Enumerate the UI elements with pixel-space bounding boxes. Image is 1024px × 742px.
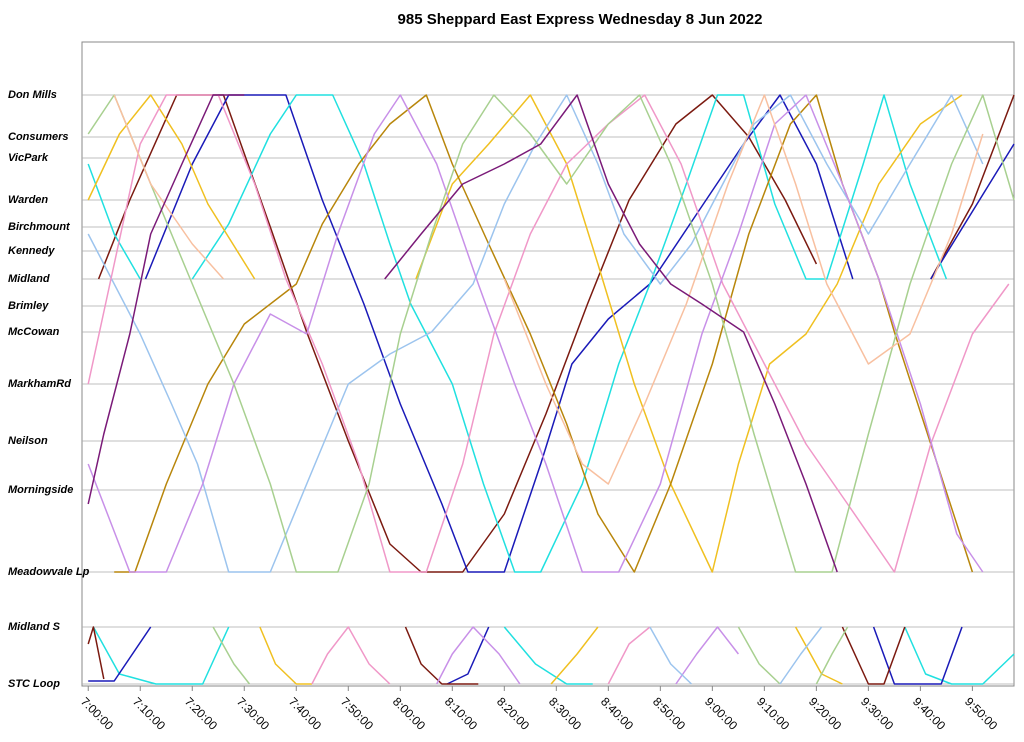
vehicle-trace: [114, 94, 974, 573]
x-tick-label: 9:00:00: [702, 694, 740, 732]
y-tick-label: STC Loop: [8, 678, 60, 690]
x-tick-label: 8:00:00: [390, 694, 428, 732]
vehicle-trace: [436, 626, 739, 685]
y-tick-label: McCowan: [8, 326, 60, 338]
y-tick-label: VicPark: [8, 152, 49, 164]
y-tick-label: MarkhamRd: [8, 378, 71, 390]
vehicle-trace: [87, 94, 1010, 573]
vehicle-trace: [87, 94, 984, 573]
x-tick-label: 8:40:00: [598, 694, 636, 732]
y-tick-label: Midland: [8, 273, 50, 285]
vehicle-trace: [87, 626, 906, 685]
vehicle-trace: [87, 94, 963, 573]
x-tick-label: 7:40:00: [286, 694, 324, 732]
x-tick-label: 9:10:00: [754, 694, 792, 732]
x-tick-label: 7:10:00: [130, 694, 168, 732]
vehicle-trace: [97, 94, 1015, 573]
vehicle-trace: [87, 94, 948, 573]
y-tick-label: Neilson: [8, 435, 48, 447]
vehicle-trace: [92, 626, 1015, 685]
x-tick-label: 9:30:00: [858, 694, 896, 732]
vehicle-trace: [87, 94, 984, 573]
y-tick-label: Kennedy: [8, 245, 55, 257]
y-tick-label: Warden: [8, 194, 48, 206]
x-tick-label: 7:00:00: [78, 694, 116, 732]
chart-title: 985 Sheppard East Express Wednesday 8 Ju…: [398, 11, 763, 28]
x-tick-label: 8:20:00: [494, 694, 532, 732]
x-tick-label: 9:20:00: [806, 694, 844, 732]
vehicle-trace: [87, 94, 1015, 573]
y-tick-label: Meadowvale Lp: [8, 566, 90, 578]
y-tick-label: Consumers: [8, 131, 69, 143]
vehicle-trace: [649, 626, 823, 685]
x-tick-label: 9:40:00: [910, 694, 948, 732]
y-tick-label: Birchmount: [8, 221, 71, 233]
vehicle-trace: [113, 94, 984, 485]
vehicle-trace: [311, 626, 651, 685]
x-tick-label: 9:50:00: [962, 694, 1000, 732]
vehicle-trace: [212, 626, 849, 685]
x-tick-label: 8:10:00: [442, 694, 480, 732]
y-tick-label: Don Mills: [8, 89, 57, 101]
x-tick-label: 8:30:00: [546, 694, 584, 732]
vehicle-trace: [88, 626, 963, 685]
x-tick-label: 7:50:00: [338, 694, 376, 732]
y-tick-label: Morningside: [8, 484, 73, 496]
x-tick-label: 7:30:00: [234, 694, 272, 732]
y-tick-label: Brimley: [8, 300, 49, 312]
plot-frame: [81, 41, 1015, 687]
y-tick-label: Midland S: [8, 621, 61, 633]
vehicle-trace: [87, 94, 838, 573]
x-tick-label: 8:50:00: [650, 694, 688, 732]
x-tick-label: 7:20:00: [182, 694, 220, 732]
